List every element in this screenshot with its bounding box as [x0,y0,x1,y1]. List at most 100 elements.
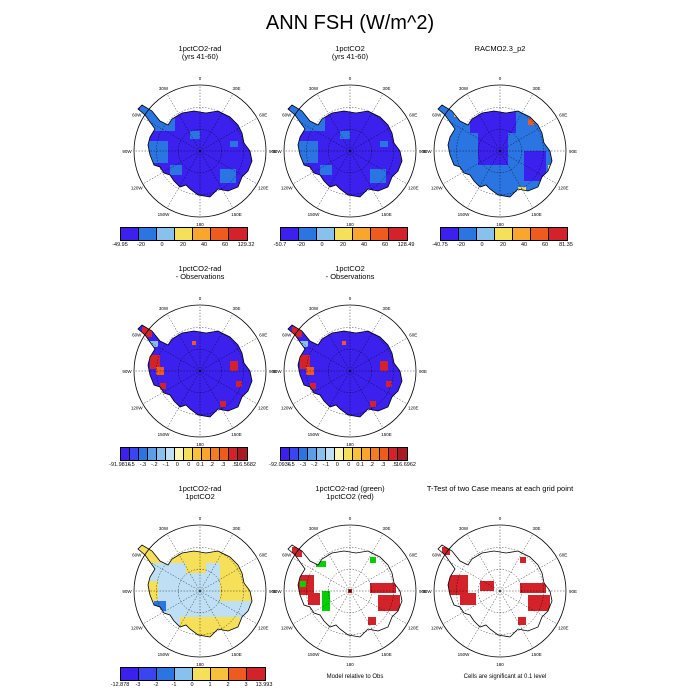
map-border [133,84,267,218]
colorbar-label: 0 [480,242,484,248]
panel-title-line: (yrs 41-60) [181,52,219,61]
colorbar-swatch [228,227,248,241]
field-cell [154,601,166,611]
meridian-line [316,150,351,209]
panel-1pctco2: 1pctCO2 (yrs 41-60) 0 30E 60E 90E 120E 150E 180 1… [260,45,440,245]
longitude-label: 150E [231,652,242,657]
field-cell [520,557,526,563]
panel-title-line: 1pctCO2-rad [178,44,222,53]
field-cell [386,381,392,387]
meridian-line [199,150,258,185]
panel-title-line: 1pctCO2 (red) [326,492,374,501]
colorbar-label: -1 [171,682,177,688]
longitude-label: 150E [381,212,392,217]
map-border [283,524,417,658]
colorbar-swatch [334,227,353,241]
meridian-line [292,590,351,625]
colorbar-swatch [138,667,157,681]
field-cell [342,341,346,345]
latitude-circle [156,327,244,415]
latitude-circle [456,107,544,195]
colorbar-swatch [228,447,238,461]
colorbar-label: .5 [232,462,237,468]
longitude-label: 30W [309,86,319,91]
longitude-label: 90W [272,149,282,154]
meridian-line [166,533,201,592]
field-cell [370,401,376,407]
meridian-line [166,93,201,152]
colorbar-label: -.1 [322,462,330,468]
field-cell [148,141,168,163]
longitude-label: 90W [422,149,432,154]
meridian-line [199,370,234,429]
polar-map: 0 30E 60E 90E 120E 150E 180 150W 120W 90W 60W 30W [422,516,577,667]
colorbar-swatch [201,447,211,461]
meridian-line [316,93,351,152]
colorbar-label: -12.878 [110,682,130,688]
longitude-label: 120E [258,626,269,631]
longitude-label: 30E [532,526,540,531]
meridian-line [466,93,501,152]
colorbar-label: -20 [297,242,305,248]
colorbar-swatch [370,447,380,461]
coastline [137,324,253,418]
longitude-label: 90E [269,369,277,374]
longitude-label: 0 [499,76,502,81]
colorbar-label: -3 [135,682,141,688]
field-cell [368,617,376,625]
colorbar-label: 0 [187,462,191,468]
longitude-label: 120W [281,406,294,411]
panel-racmo: RACMO2.3_p2 0 30E 60E 90E 120E 150E 180 150W 120W… [410,45,590,245]
map-content: 0 30E 60E 90E 120E 150E 180 150W 120W 90W 60W 30W [422,76,577,227]
longitude-label: 30E [382,526,390,531]
longitude-label: 120E [558,186,569,191]
coastline [437,104,553,198]
colorbar-swatch [307,447,317,461]
coastline [137,104,253,198]
longitude-label: 90E [569,589,577,594]
longitude-label: 150W [308,652,321,657]
colorbar-label: 20 [179,242,187,248]
field-cell [518,617,526,625]
longitude-label: 60E [259,113,267,118]
map-border [133,524,267,658]
meridian-line [199,557,258,592]
meridian-line [499,557,558,592]
panel-co2-minus-obs: 1pctCO2- Observations 0 30E 60E 90E 120E 150E 1… [260,265,440,465]
colorbar-label: -2 [153,682,159,688]
field-cell [300,581,306,587]
colorbar-label: 40 [520,242,528,248]
meridian-line [349,370,384,429]
colorbar-label: 40 [360,242,368,248]
field-cell [460,593,476,605]
longitude-label: 60E [559,113,567,118]
longitude-label: 150W [308,432,321,437]
meridian-line [199,313,234,372]
map-border [133,304,267,438]
polar-map: 0 30E 60E 90E 120E 150E 180 150W 120W 90W 60W 30W [122,516,277,667]
meridian-line [349,93,384,152]
colorbar-swatch [138,227,157,241]
longitude-label: 120W [431,186,444,191]
colorbar-label: 60 [381,242,389,248]
longitude-label: 150E [381,652,392,657]
meridian-line [349,337,408,372]
colorbar-label: 60 [541,242,549,248]
colorbar-label: 1 [208,682,212,688]
colorbar-label: -20 [457,242,465,248]
panel-title-line: 1pctCO2 [185,492,215,501]
colorbar-swatch [388,447,398,461]
meridian-line [199,93,234,152]
polar-map: 0 30E 60E 90E 120E 150E 180 150W 120W 90W 60W 30W [122,296,277,447]
colorbar-swatch [246,667,266,681]
longitude-label: 120E [408,626,419,631]
meridian-line [166,370,201,429]
longitude-label: 30W [159,306,169,311]
meridian-line [199,150,234,209]
colorbar-swatch [120,447,130,461]
colorbar-label: 0 [175,462,179,468]
longitude-label: 90E [419,149,427,154]
meridian-line [316,313,351,372]
meridian-line [466,590,501,649]
meridian-line [142,557,201,592]
